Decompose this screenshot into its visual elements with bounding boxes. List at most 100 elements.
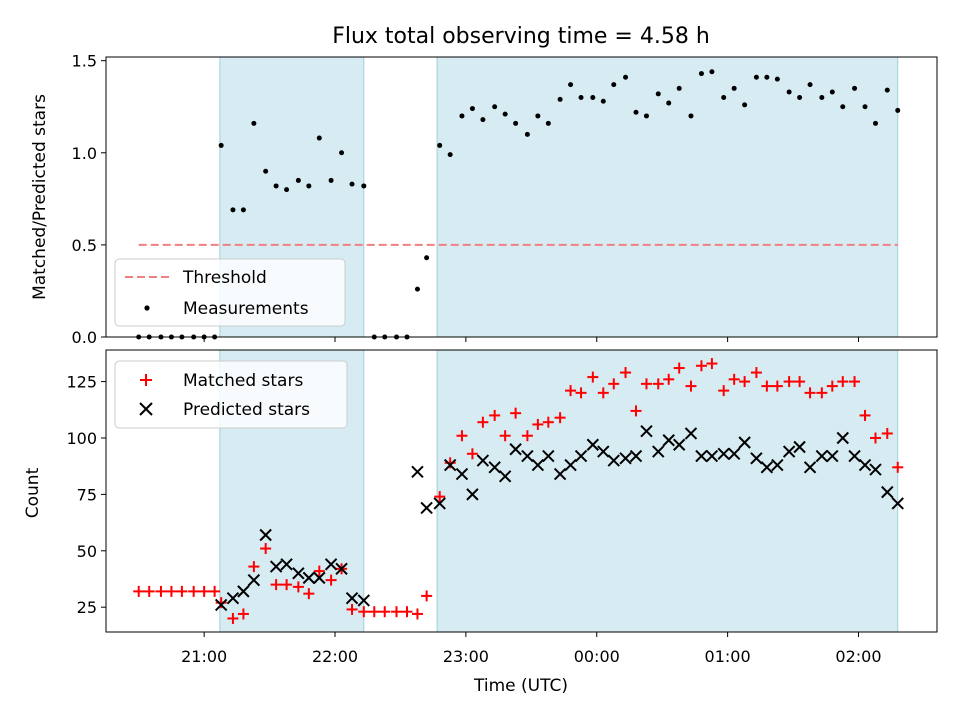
data-point bbox=[819, 95, 825, 101]
legend: Threshold Measurements bbox=[114, 258, 346, 327]
data-point bbox=[568, 82, 574, 88]
legend-threshold-label: Threshold bbox=[182, 268, 267, 288]
data-point bbox=[695, 360, 707, 372]
data-point bbox=[783, 376, 795, 388]
axes-frame bbox=[105, 349, 938, 633]
x-tick-label: 22:00 bbox=[312, 647, 358, 666]
observing-intervals bbox=[219, 349, 899, 633]
data-point bbox=[498, 470, 512, 483]
y-tick-label: 1.0 bbox=[72, 144, 97, 163]
data-point bbox=[587, 371, 599, 383]
data-point bbox=[630, 405, 642, 417]
data-point bbox=[324, 558, 338, 571]
series-matched-stars bbox=[133, 358, 904, 624]
data-point bbox=[891, 497, 904, 510]
data-point bbox=[892, 461, 904, 473]
data-point bbox=[611, 82, 617, 88]
data-point bbox=[750, 452, 763, 465]
data-point bbox=[488, 461, 501, 474]
data-point bbox=[284, 187, 290, 193]
y-tick-label: 0.5 bbox=[72, 236, 97, 255]
data-point bbox=[695, 449, 708, 463]
data-point bbox=[797, 95, 803, 101]
data-point bbox=[263, 168, 269, 174]
data-point bbox=[859, 409, 871, 421]
data-point bbox=[368, 606, 380, 618]
data-point bbox=[259, 528, 272, 542]
data-point bbox=[237, 608, 249, 620]
y-tick-label: 75 bbox=[77, 485, 97, 504]
data-point bbox=[280, 558, 293, 571]
data-point bbox=[597, 387, 609, 399]
x-axis: 21:00 22:00 23:00 00:00 01:00 02:00 bbox=[181, 632, 882, 666]
data-point bbox=[237, 585, 250, 598]
data-point bbox=[586, 438, 600, 451]
data-point bbox=[760, 461, 774, 474]
data-point bbox=[721, 95, 727, 101]
legend-predicted-swatch bbox=[139, 402, 153, 416]
data-point bbox=[684, 427, 698, 440]
data-point bbox=[640, 378, 652, 390]
data-point bbox=[895, 107, 901, 113]
data-point bbox=[295, 177, 301, 183]
data-point bbox=[815, 449, 829, 463]
data-point bbox=[226, 591, 240, 605]
data-point bbox=[230, 207, 236, 213]
data-point bbox=[761, 380, 773, 392]
data-point bbox=[349, 181, 355, 187]
data-point bbox=[133, 585, 145, 597]
data-point bbox=[476, 454, 490, 467]
data-point bbox=[248, 561, 260, 573]
data-point bbox=[852, 85, 858, 91]
data-point bbox=[218, 142, 224, 148]
data-point bbox=[881, 485, 894, 499]
data-point bbox=[575, 387, 587, 399]
y-tick-label: 1.5 bbox=[72, 52, 97, 71]
observing-interval bbox=[436, 56, 899, 338]
data-point bbox=[443, 458, 457, 472]
data-point bbox=[564, 458, 577, 472]
data-point bbox=[270, 579, 282, 591]
data-point bbox=[673, 362, 685, 374]
data-point bbox=[313, 571, 326, 585]
data-point bbox=[411, 465, 424, 479]
data-point bbox=[499, 430, 511, 442]
data-point bbox=[640, 425, 653, 438]
data-point bbox=[633, 109, 639, 115]
data-point bbox=[764, 74, 770, 80]
data-point bbox=[793, 440, 806, 454]
data-point bbox=[521, 449, 534, 463]
data-point bbox=[358, 606, 370, 618]
data-point bbox=[803, 461, 817, 474]
data-point bbox=[214, 598, 228, 612]
data-point bbox=[466, 448, 478, 460]
legend-predicted-label: Predicted stars bbox=[183, 400, 310, 420]
y-tick-label: 50 bbox=[77, 542, 97, 561]
data-point bbox=[469, 106, 475, 112]
data-point bbox=[753, 74, 759, 80]
data-point bbox=[545, 120, 551, 126]
data-point bbox=[531, 458, 545, 472]
data-point bbox=[313, 565, 325, 577]
data-point bbox=[553, 467, 567, 481]
y-tick-label: 125 bbox=[66, 373, 97, 392]
data-point bbox=[672, 438, 686, 451]
data-point bbox=[826, 449, 839, 463]
data-point bbox=[574, 449, 588, 463]
data-point bbox=[869, 432, 881, 444]
data-point bbox=[837, 376, 849, 388]
data-point bbox=[251, 120, 257, 126]
data-point bbox=[774, 76, 780, 82]
data-point bbox=[325, 574, 337, 586]
data-point bbox=[578, 95, 584, 101]
plot-area bbox=[136, 69, 901, 340]
data-point bbox=[655, 91, 661, 97]
data-point bbox=[688, 113, 694, 119]
data-point bbox=[459, 113, 465, 119]
data-point bbox=[698, 71, 704, 77]
data-point bbox=[858, 458, 872, 472]
data-point bbox=[447, 152, 453, 158]
data-point bbox=[600, 98, 606, 104]
data-point bbox=[676, 85, 682, 91]
